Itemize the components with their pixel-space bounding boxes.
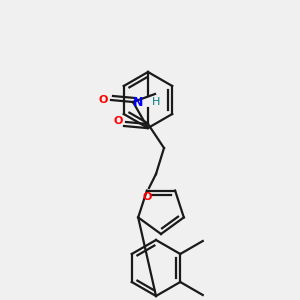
Text: O: O bbox=[98, 95, 108, 105]
Text: N: N bbox=[133, 95, 143, 109]
Text: O: O bbox=[113, 116, 123, 126]
Text: H: H bbox=[152, 97, 160, 107]
Text: O: O bbox=[142, 192, 152, 202]
